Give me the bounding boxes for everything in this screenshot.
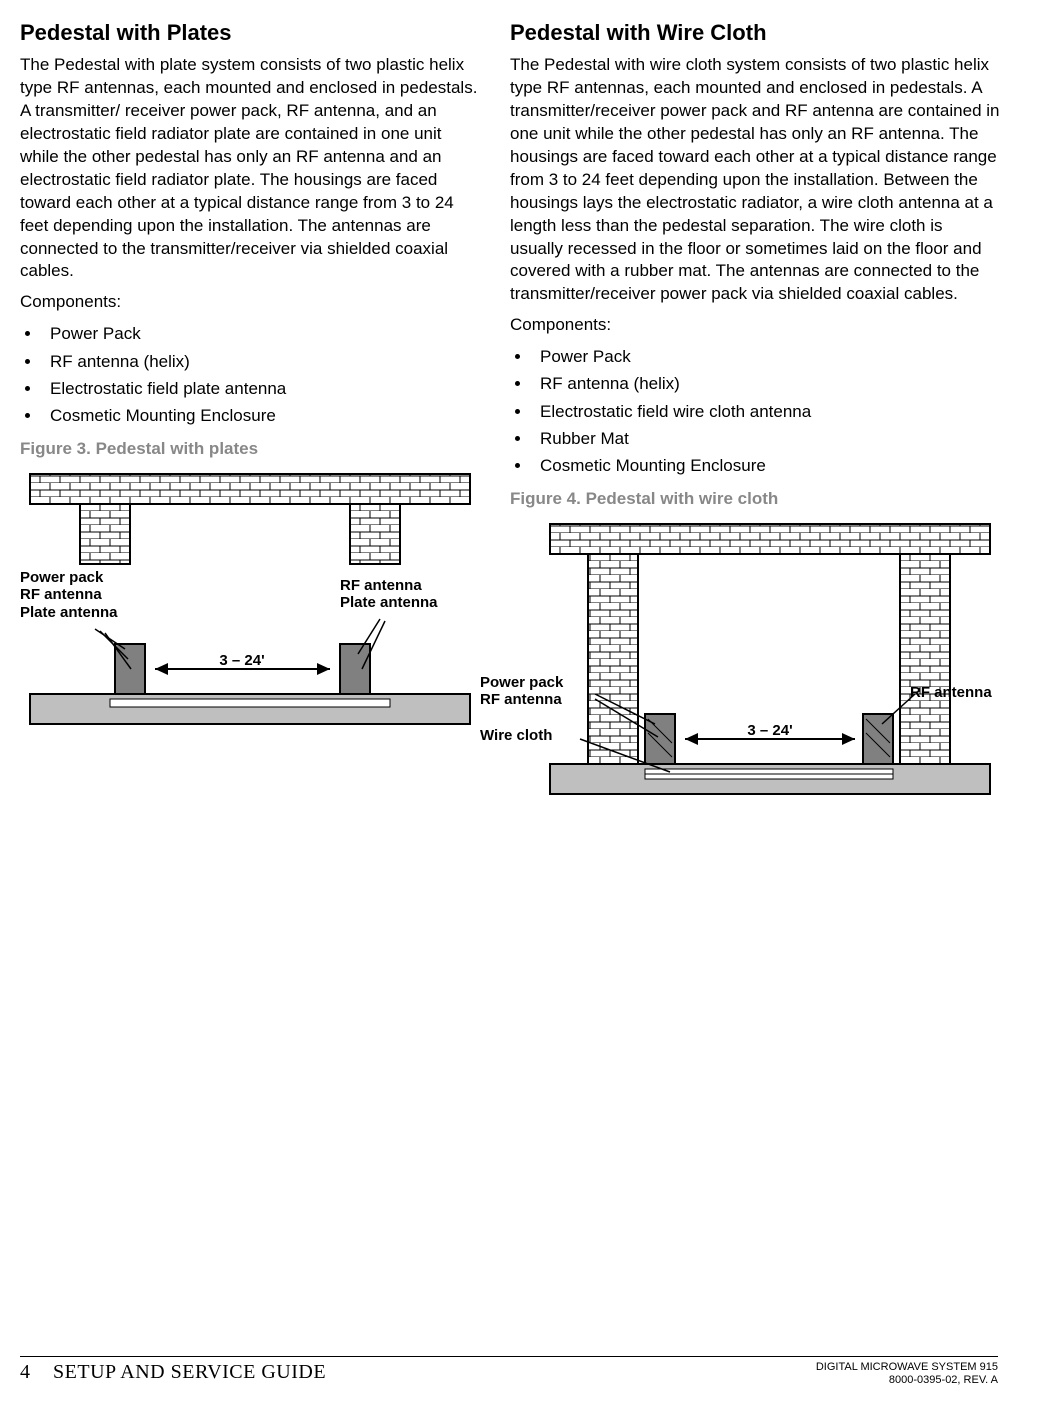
list-item: RF antenna (helix) — [532, 370, 1000, 397]
components-label-left: Components: — [20, 291, 480, 314]
fig3-label-right: RF antennaPlate antenna — [340, 577, 438, 612]
fig3-distance: 3 – 24' — [219, 652, 264, 669]
components-list-right: Power Pack RF antenna (helix) Electrosta… — [510, 343, 1000, 479]
right-column: Pedestal with Wire Cloth The Pedestal wi… — [510, 20, 1000, 819]
figure4-caption: Figure 4. Pedestal with wire cloth — [510, 489, 1000, 509]
heading-plates: Pedestal with Plates — [20, 20, 480, 46]
left-column: Pedestal with Plates The Pedestal with p… — [20, 20, 480, 819]
list-item: Power Pack — [42, 320, 480, 347]
list-item: Electrostatic field plate antenna — [42, 375, 480, 402]
page-number: 4 — [20, 1361, 30, 1383]
page-footer: 4 SETUP AND SERVICE GUIDE DIGITAL MICROW… — [20, 1356, 998, 1387]
fig4-distance: 3 – 24' — [747, 722, 792, 739]
footer-right: DIGITAL MICROWAVE SYSTEM 915 8000-0395-0… — [816, 1361, 998, 1387]
fig4-label-left-top: Power packRF antenna — [480, 674, 563, 709]
body-plates: The Pedestal with plate system consists … — [20, 54, 480, 283]
fig4-label-right: RF antenna — [910, 684, 992, 701]
list-item: Rubber Mat — [532, 425, 1000, 452]
fig4-svg: 3 – 24' — [510, 519, 1000, 819]
heading-wirecloth: Pedestal with Wire Cloth — [510, 20, 1000, 46]
list-item: Electrostatic field wire cloth antenna — [532, 398, 1000, 425]
list-item: Cosmetic Mounting Enclosure — [42, 402, 480, 429]
body-wirecloth: The Pedestal with wire cloth system cons… — [510, 54, 1000, 306]
fig3-label-left: Power packRF antennaPlate antenna — [20, 569, 118, 621]
footer-system: DIGITAL MICROWAVE SYSTEM 915 — [816, 1361, 998, 1374]
list-item: Power Pack — [532, 343, 1000, 370]
guide-title: SETUP AND SERVICE GUIDE — [53, 1361, 326, 1383]
figure3-diagram: Power packRF antennaPlate antenna RF ant… — [20, 469, 480, 739]
list-item: Cosmetic Mounting Enclosure — [532, 452, 1000, 479]
footer-left: 4 SETUP AND SERVICE GUIDE — [20, 1361, 326, 1384]
components-list-left: Power Pack RF antenna (helix) Electrosta… — [20, 320, 480, 429]
figure3-caption: Figure 3. Pedestal with plates — [20, 439, 480, 459]
figure4-diagram: Power packRF antenna Wire cloth RF anten… — [510, 519, 1000, 819]
list-item: RF antenna (helix) — [42, 348, 480, 375]
fig4-label-left-bottom: Wire cloth — [480, 727, 552, 744]
footer-rev: 8000-0395-02, REV. A — [816, 1374, 998, 1387]
components-label-right: Components: — [510, 314, 1000, 337]
